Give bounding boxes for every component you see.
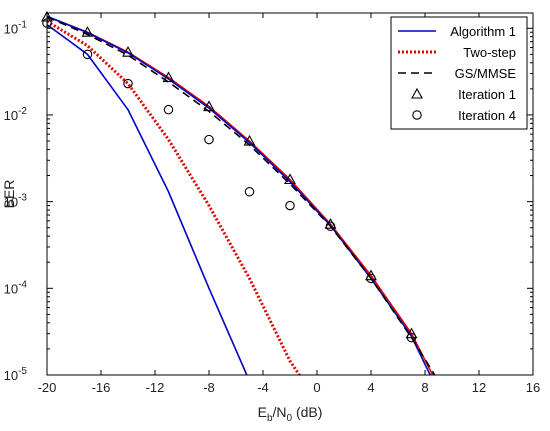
x-tick-label: -20 — [38, 380, 57, 395]
series-line-two-step — [47, 20, 302, 375]
y-tick-label: 10-1 — [4, 19, 28, 36]
x-tick-label: 0 — [313, 380, 320, 395]
circle-marker — [325, 221, 336, 232]
circle-marker — [406, 332, 417, 343]
legend: Algorithm 1 Two-step GS/MMSE Iteration 1 Ite… — [390, 16, 528, 130]
x-tick-label: -8 — [203, 380, 215, 395]
triangle-marker — [411, 87, 423, 99]
x-axis-label: Eb/N0 (dB) — [258, 404, 323, 424]
x-tick-label: 4 — [367, 380, 374, 395]
triangle-marker — [203, 100, 215, 112]
x-tick-label: -4 — [257, 380, 269, 395]
circle-marker — [204, 134, 214, 145]
y-axis-label: BER — [1, 180, 17, 209]
x-tick-label: 12 — [472, 380, 486, 395]
circle-marker — [285, 200, 295, 211]
triangle-marker — [122, 46, 134, 57]
circle-marker — [244, 187, 255, 197]
triangle-marker — [284, 173, 296, 185]
circle-marker — [123, 78, 133, 89]
markers-layer — [41, 10, 418, 343]
y-tick-label: 10-2 — [4, 106, 28, 123]
legend-entry: Two-step — [463, 45, 516, 60]
x-tick-label: 16 — [526, 380, 540, 395]
legend-entry: GS/MMSE — [455, 66, 517, 81]
legend-entry: Iteration 1 — [458, 87, 516, 102]
circle-marker — [82, 49, 93, 60]
x-axis: -20 -16 -12 -8 -4 0 4 8 12 16 — [38, 13, 540, 395]
circle-marker — [366, 273, 376, 284]
y-tick-label: 10-4 — [4, 279, 28, 296]
y-tick-label: 10-3 — [4, 193, 28, 210]
y-tick-label: 10-5 — [4, 366, 28, 383]
series-line-algorithm-1 — [47, 24, 248, 375]
y-axis: 10-5 10-4 10-3 10-2 10-1 — [4, 19, 533, 383]
plot-frame — [46, 12, 534, 376]
circle-marker — [412, 110, 422, 120]
legend-entry: Iteration 4 — [458, 108, 516, 123]
triangle-marker — [162, 71, 175, 83]
x-tick-label: -16 — [92, 380, 111, 395]
triangle-marker — [405, 327, 418, 339]
triangle-marker — [81, 26, 94, 37]
legend-entry: Algorithm 1 — [450, 24, 516, 39]
x-tick-label: 8 — [421, 380, 428, 395]
triangle-marker — [243, 134, 256, 146]
x-tick-label: -12 — [146, 380, 165, 395]
circle-marker — [163, 104, 174, 115]
triangle-marker — [324, 218, 337, 229]
